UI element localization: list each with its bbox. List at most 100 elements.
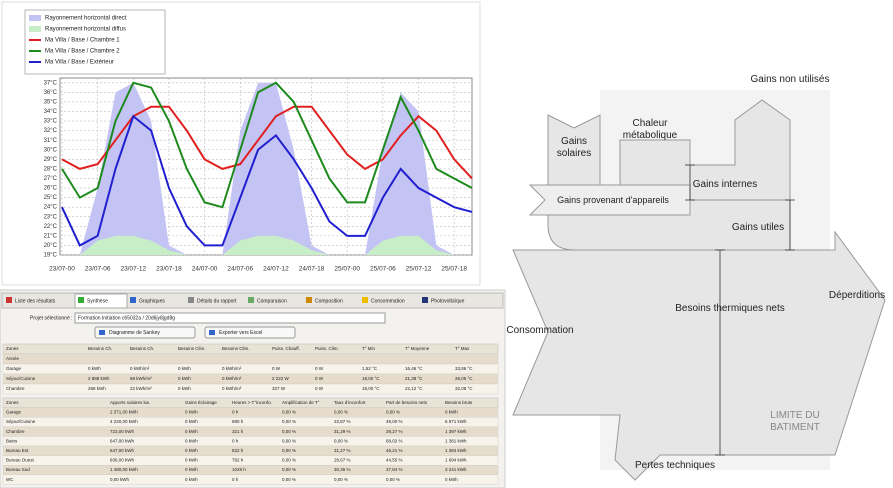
table-cell: 0 kWh: [185, 467, 198, 472]
table-cell: 22 kWh/m²: [130, 386, 152, 391]
column-header: Zones: [6, 400, 19, 405]
table-row: [2, 353, 499, 365]
x-tick-label: 24/07-06: [227, 266, 253, 273]
main-flow: [512, 230, 886, 481]
table-cell: 0,00 %: [386, 410, 400, 415]
y-tick-label: 28°C: [44, 166, 58, 172]
y-tick-label: 37°C: [44, 80, 58, 86]
line: [61, 81, 473, 209]
table-row: [2, 426, 499, 437]
tab[interactable]: Synthèse: [87, 298, 108, 304]
button-label[interactable]: Diagramme de Sankey: [109, 330, 160, 336]
table-cell: 0 kWh: [185, 448, 198, 453]
table-cell: 16,46 °C: [405, 366, 423, 371]
table-cell: 792 h: [232, 458, 244, 463]
table-cell: 647,00 kWh: [110, 438, 135, 443]
y-tick-label: 34°C: [44, 109, 58, 115]
table-cell: 31,27 %: [334, 448, 351, 453]
table-cell: Chambre: [6, 386, 25, 391]
tab[interactable]: Photovoltaïque: [431, 298, 465, 304]
diagram-label: Gains non utilisés: [750, 74, 830, 85]
table-cell: Séjour/Cuisine: [6, 419, 36, 424]
table-cell: 0 W: [315, 366, 324, 371]
y-tick-label: 22°C: [44, 224, 58, 230]
line: [61, 114, 473, 247]
table-cell: 4 220,00 kWh: [110, 419, 138, 424]
table-cell: Bureau Est: [6, 448, 29, 453]
x-tick-label: 25/07-18: [441, 266, 467, 273]
tab[interactable]: Détails du rapport: [197, 298, 237, 304]
line: [61, 105, 473, 180]
table-cell: 0 h: [232, 438, 239, 443]
table-cell: 46,21 %: [386, 448, 403, 453]
table-cell: 0 kWh: [185, 410, 198, 415]
x-tick-label: 24/07-00: [192, 266, 218, 273]
tab[interactable]: Consommation: [371, 298, 405, 304]
project-value: Formation Initiation c65032a / 20d6jy8jg…: [78, 315, 175, 321]
y-tick-label: 35°C: [44, 99, 58, 105]
table-cell: 44,55 %: [386, 458, 403, 463]
tab[interactable]: Graphiques: [139, 298, 165, 304]
legend-label: Ma Villa / Base / Chambre 1: [45, 38, 120, 44]
table-cell: 1 381 kWh: [445, 438, 467, 443]
tab-icon: [306, 297, 312, 303]
y-tick-label: 32°C: [44, 128, 58, 134]
column-header: Puiss. Chauff.: [272, 346, 300, 351]
table-cell: 28,67 %: [334, 458, 351, 463]
x-tick-label: 25/07-00: [334, 266, 360, 273]
area: [62, 235, 472, 255]
legend-swatch: [29, 15, 41, 21]
y-tick-label: 20°C: [44, 243, 58, 249]
table-cell: 0,00 %: [282, 438, 296, 443]
y-tick-label: 36°C: [44, 90, 58, 96]
button-label[interactable]: Exporter vers Excel: [219, 330, 262, 336]
table-cell: 0 kWh: [185, 429, 198, 434]
table-row: [2, 436, 499, 447]
table-cell: 0,00 %: [282, 467, 296, 472]
table-cell: 31,29 %: [334, 429, 351, 434]
appliance-flow: [528, 184, 691, 216]
table-cell: 0 h: [232, 477, 239, 482]
table-cell: 68,02 %: [386, 438, 403, 443]
table-cell: 0 W: [272, 366, 281, 371]
legend-label: Rayonnement horizontal diffus: [45, 27, 126, 33]
table-cell: 33,86 °C: [455, 366, 473, 371]
tab[interactable]: Comparaison: [257, 298, 287, 304]
column-header: Besoins Clim.: [178, 346, 206, 351]
y-tick-label: 24°C: [44, 205, 58, 211]
table-row: [2, 407, 499, 418]
y-tick-label: 23°C: [44, 214, 58, 220]
x-tick-label: 24/07-12: [263, 266, 289, 273]
table-cell: 0,00 %: [282, 410, 296, 415]
button[interactable]: [94, 326, 196, 339]
y-tick-label: 29°C: [44, 157, 58, 163]
legend-label: Ma Villa / Base / Chambre 2: [45, 49, 120, 55]
project-select[interactable]: [74, 312, 386, 324]
table-cell: 32,08 °C: [455, 386, 473, 391]
tab[interactable]: Liste des résultats: [15, 298, 56, 304]
button[interactable]: [204, 326, 296, 339]
table-cell: 0 kWh: [178, 366, 191, 371]
table-cell: 0,00 %: [282, 477, 296, 482]
table-row: [2, 455, 499, 466]
tab[interactable]: Composition: [315, 298, 343, 304]
diagram-label: Besoins thermiques nets: [675, 303, 785, 314]
table-cell: 321 h: [232, 429, 244, 434]
table-row: [2, 474, 499, 485]
table-cell: 0 kWh: [445, 477, 458, 482]
table-cell: 0,00 %: [334, 438, 348, 443]
table-row: [2, 373, 499, 385]
y-tick-label: 33°C: [44, 119, 58, 125]
tab-icon: [6, 297, 12, 303]
table-cell: 0 kWh: [178, 386, 191, 391]
table-cell: 48,00 %: [386, 419, 403, 424]
table-cell: 2 222 W: [272, 376, 290, 381]
table-row: [2, 363, 499, 375]
tab-icon: [422, 297, 428, 303]
table-cell: 0 kWh: [185, 419, 198, 424]
column-header: Taux d'inconfort: [334, 400, 366, 405]
x-tick-label: 23/07-12: [120, 266, 146, 273]
button-icon: [99, 330, 105, 335]
diagram-label: Chaleur métabolique: [622, 118, 678, 141]
